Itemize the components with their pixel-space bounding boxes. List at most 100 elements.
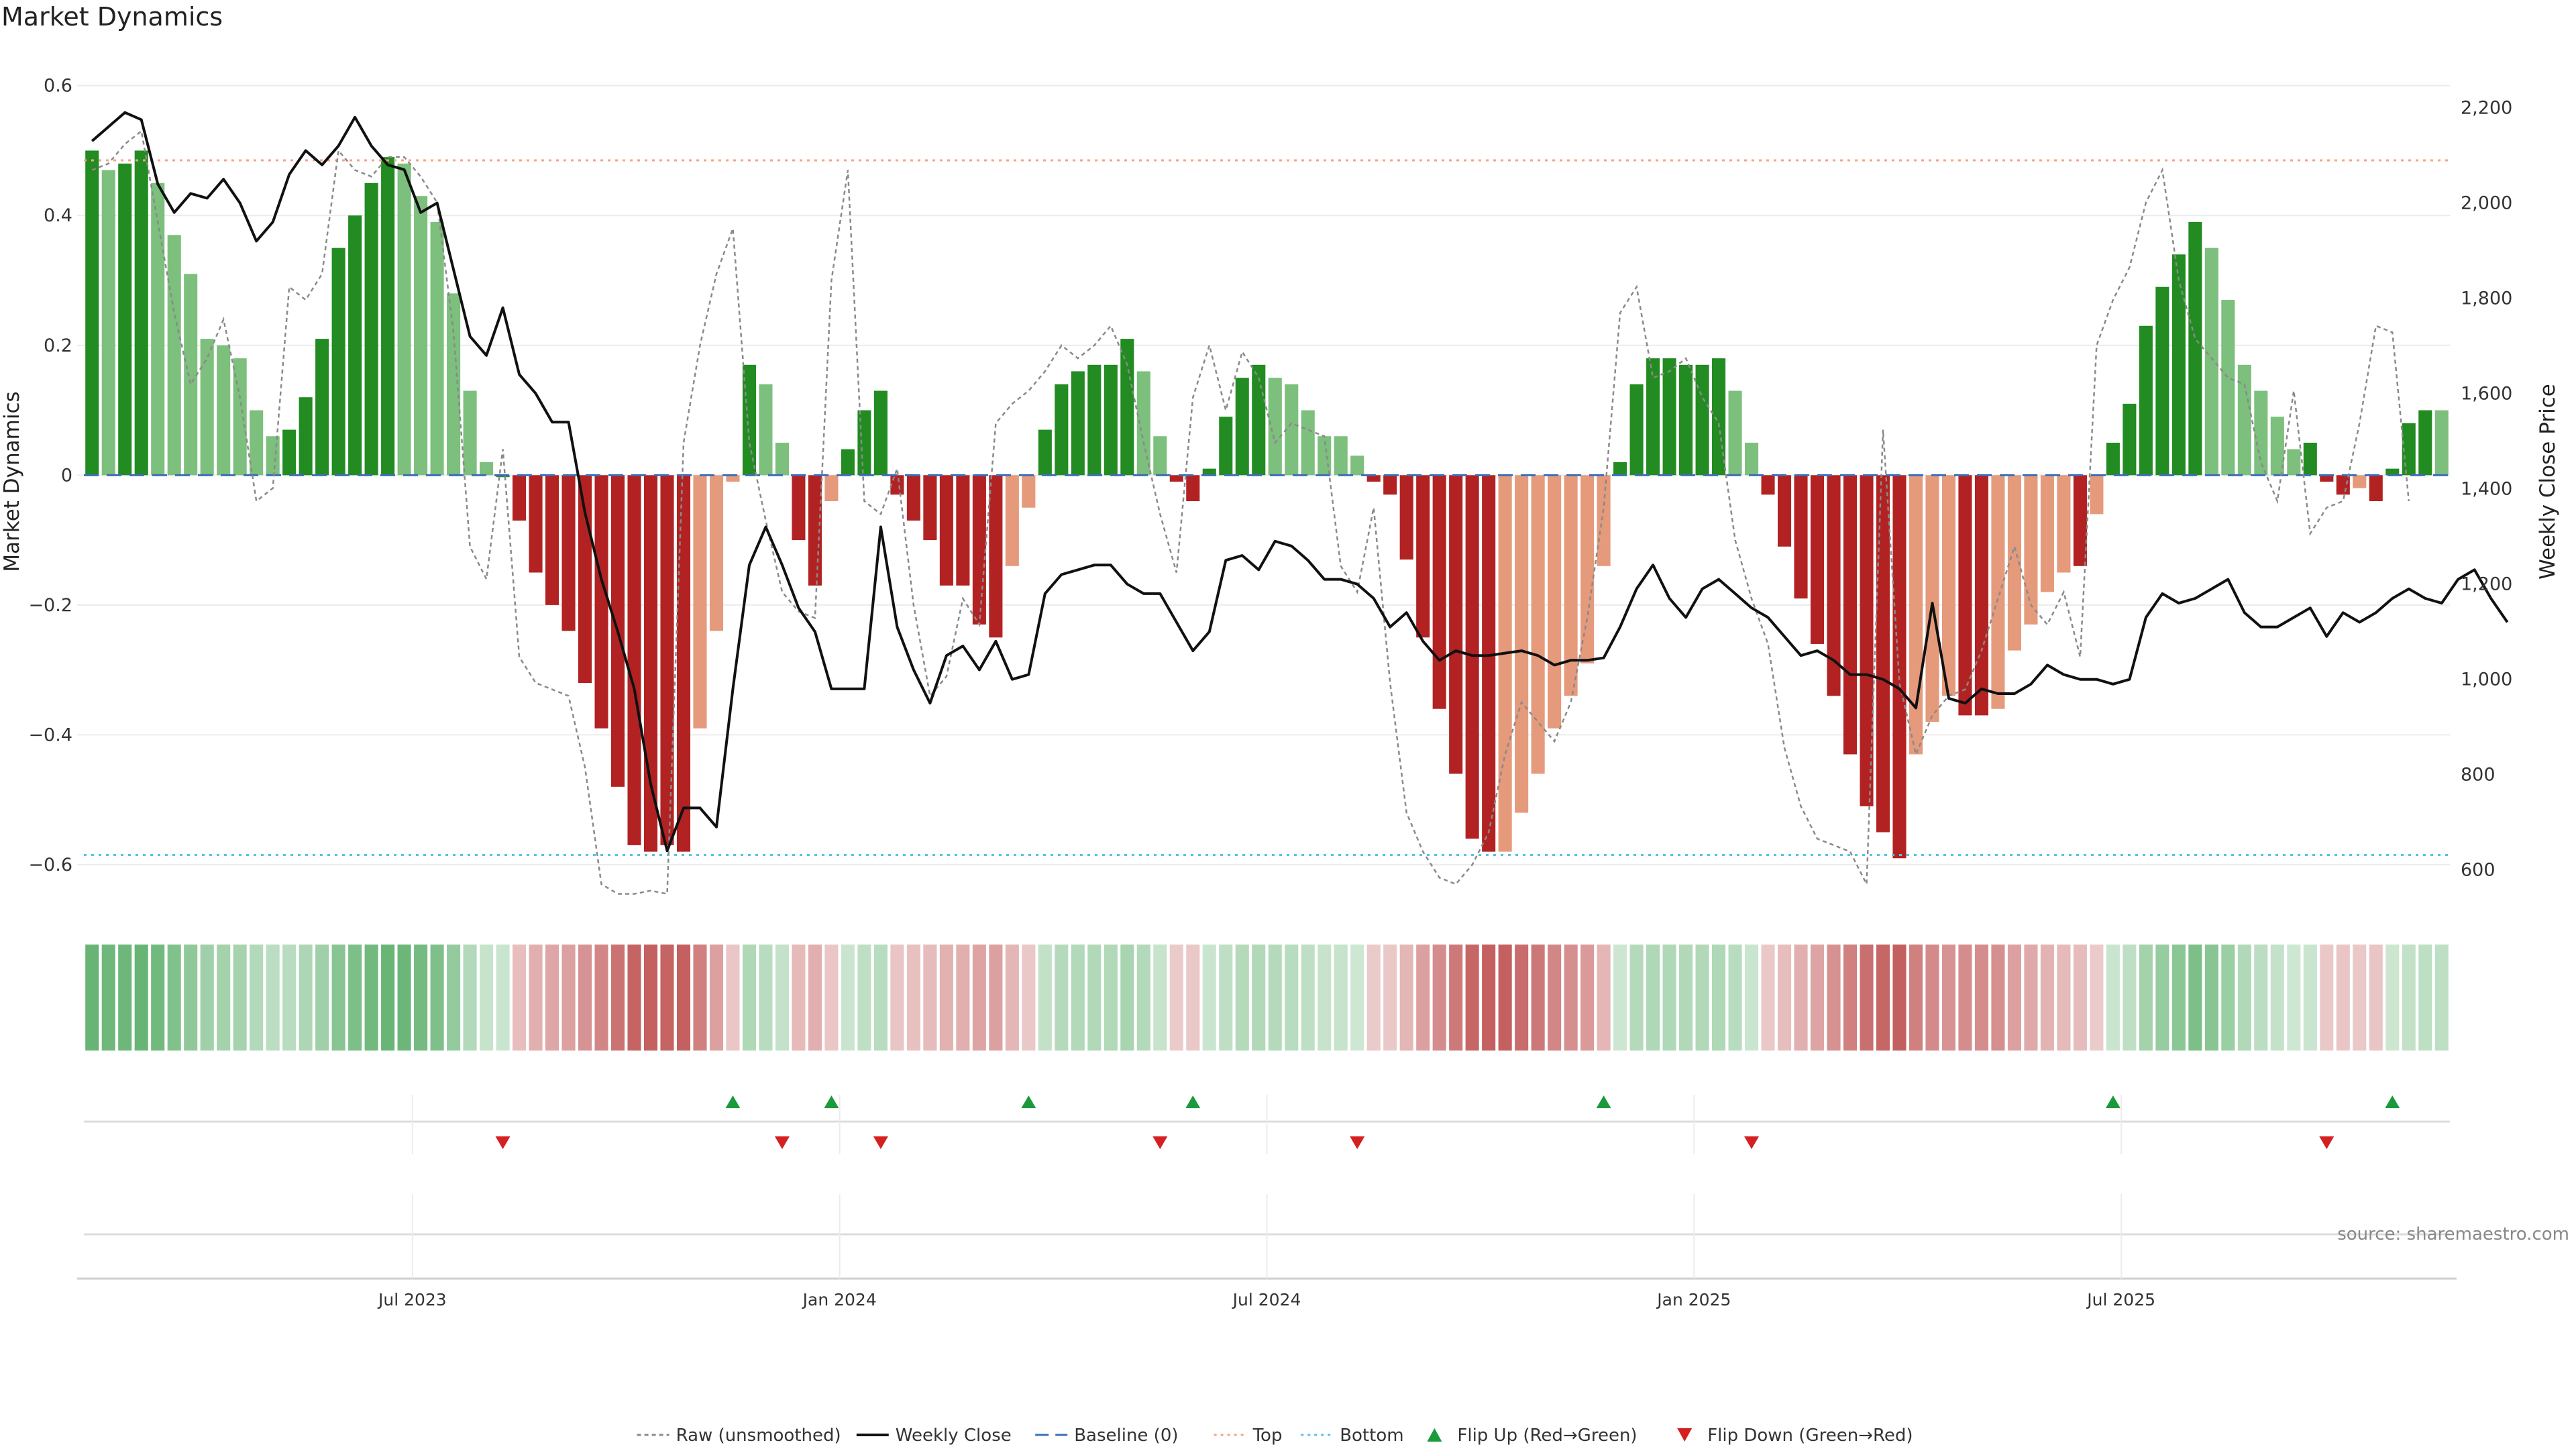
strip-cell <box>266 945 280 1051</box>
dynamics-bar <box>282 429 297 476</box>
strip-cell <box>1104 945 1118 1051</box>
dynamics-bar <box>513 475 527 521</box>
strip-cell <box>2254 945 2268 1051</box>
dynamics-bar <box>1104 364 1118 476</box>
strip-cell <box>2303 945 2317 1051</box>
dynamics-bar <box>167 235 181 476</box>
dynamics-bar <box>545 475 559 605</box>
y-tick-label: 0.4 <box>44 205 72 226</box>
strip-cell <box>841 945 855 1051</box>
series-lines <box>91 111 2509 896</box>
strip-cell <box>2287 945 2301 1051</box>
dynamics-bar <box>2320 475 2334 482</box>
strip-cell <box>1827 945 1841 1051</box>
dynamics-bar <box>2204 248 2218 476</box>
dynamics-bar <box>2336 475 2350 495</box>
dynamics-bar <box>1366 475 1381 482</box>
dynamics-bar <box>2155 286 2169 476</box>
strip-cell <box>118 945 132 1051</box>
dynamics-bar <box>266 436 280 476</box>
dynamics-bar <box>118 163 132 476</box>
strip-cell <box>513 945 527 1051</box>
strip-cell <box>873 945 888 1051</box>
strip-cell <box>1777 945 1792 1051</box>
strip-cell <box>1465 945 1479 1051</box>
raw-series-line <box>91 129 2410 896</box>
strip-cell <box>2155 945 2169 1051</box>
flip-down-marker <box>873 1136 888 1149</box>
legend-item-baseline: Baseline (0) <box>1035 1426 1179 1446</box>
dynamics-bar <box>2024 475 2038 625</box>
strip-cell <box>923 945 937 1051</box>
strip-cell <box>430 945 444 1051</box>
dynamics-bar <box>348 215 362 476</box>
strip-cell <box>1219 945 1233 1051</box>
dynamics-bar <box>1153 436 1167 476</box>
dynamics-bar <box>989 475 1003 638</box>
strip-cell <box>282 945 297 1051</box>
dynamics-bar <box>1087 364 1102 476</box>
y-tick-label: 0.6 <box>44 76 72 97</box>
dynamics-bar <box>775 442 789 476</box>
strip-cell <box>578 945 592 1051</box>
dynamics-bar <box>1136 371 1150 476</box>
weekly-close-line <box>91 111 2509 853</box>
y2-tick-label: 2,000 <box>2461 193 2512 214</box>
strip-cell <box>1876 945 1890 1051</box>
strip-cell <box>315 945 329 1051</box>
dynamics-bar <box>1810 475 1825 644</box>
strip-cell <box>1925 945 1939 1051</box>
strip-cell <box>2106 945 2120 1051</box>
dynamics-bar <box>430 221 444 476</box>
strip-cell <box>1548 945 1562 1051</box>
dynamics-bar <box>134 150 148 476</box>
strip-cell <box>956 945 970 1051</box>
strip-cell <box>643 945 658 1051</box>
dynamics-bar <box>2385 468 2400 476</box>
dynamics-bar <box>742 364 757 476</box>
strip-cell <box>2139 945 2153 1051</box>
flip-up-marker <box>2105 1095 2121 1108</box>
y-tick-label: 0.2 <box>44 335 72 356</box>
dynamics-bar <box>2353 475 2367 488</box>
strip-cell <box>2402 945 2416 1051</box>
strip-cell <box>775 945 789 1051</box>
y2-tick-label: 600 <box>2461 860 2496 881</box>
dynamics-bar <box>414 196 428 476</box>
strip-cell <box>480 945 494 1051</box>
dynamics-bar <box>250 410 264 476</box>
dynamics-bar <box>709 475 724 631</box>
strip-cell <box>1695 945 1709 1051</box>
dynamics-bar <box>1646 358 1660 476</box>
dynamics-bar <box>447 293 461 476</box>
flip-up-marker <box>725 1095 741 1108</box>
strip-cell <box>299 945 313 1051</box>
strip-cell <box>1334 945 1348 1051</box>
dynamics-bar <box>2270 417 2284 476</box>
dynamics-bar <box>2106 442 2120 476</box>
flip-down-marker <box>1350 1136 1365 1149</box>
strip-cell <box>1941 945 1956 1051</box>
strip-cell <box>250 945 264 1051</box>
dynamics-bar <box>2237 364 2251 476</box>
flip-down-marker <box>1744 1136 1760 1149</box>
strip-cell <box>1564 945 1578 1051</box>
strip-cell <box>1186 945 1200 1051</box>
dynamics-bar <box>1580 475 1595 663</box>
dynamics-bar <box>1958 475 1972 716</box>
dynamics-bar <box>1465 475 1479 839</box>
strip-cell <box>1810 945 1825 1051</box>
y2-tick-label: 1,000 <box>2461 669 2512 690</box>
strip-cell <box>792 945 806 1051</box>
dynamics-bar <box>299 397 313 476</box>
dynamics-bar <box>2171 254 2186 476</box>
strip-cell <box>1712 945 1726 1051</box>
strip-cell <box>2123 945 2137 1051</box>
strip-cell <box>726 945 740 1051</box>
strip-cell <box>2073 945 2087 1051</box>
dynamics-bar <box>200 339 214 476</box>
strip-cell <box>1597 945 1611 1051</box>
dynamics-bar <box>972 475 986 625</box>
dynamics-bar <box>1974 475 1988 716</box>
dynamics-bar <box>1860 475 1874 806</box>
